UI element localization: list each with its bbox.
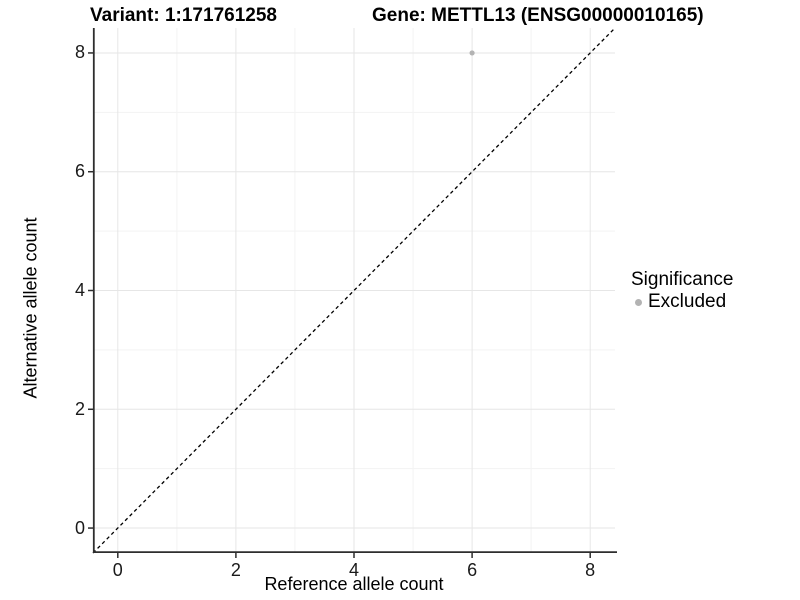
x-tick-label: 8 [585, 560, 596, 580]
x-axis-title: Reference allele count [264, 574, 444, 594]
y-tick-label: 4 [74, 280, 85, 300]
x-tick-label: 6 [467, 560, 478, 580]
legend-item-excluded: Excluded [631, 291, 733, 313]
legend: Significance Excluded [631, 269, 733, 313]
legend-title: Significance [631, 269, 734, 290]
x-tick-label: 0 [112, 560, 123, 580]
plot-panel [88, 27, 617, 558]
variant-title: Variant: 1:171761258 [90, 5, 277, 26]
gene-title: Gene: METTL13 (ENSG00000010165) [372, 5, 704, 26]
y-tick-label: 2 [74, 398, 85, 419]
y-tick-label: 8 [74, 42, 85, 63]
y-tick-label: 6 [74, 161, 85, 182]
legend-point-icon [635, 298, 642, 306]
legend-item-label: Excluded [648, 291, 727, 312]
x-tick-label: 2 [230, 560, 241, 580]
y-axis-title: Alternative allele count [20, 217, 41, 399]
y-tick-label: 0 [74, 517, 85, 538]
x-tick-label: 4 [348, 560, 359, 580]
plot-canvas [88, 27, 617, 558]
